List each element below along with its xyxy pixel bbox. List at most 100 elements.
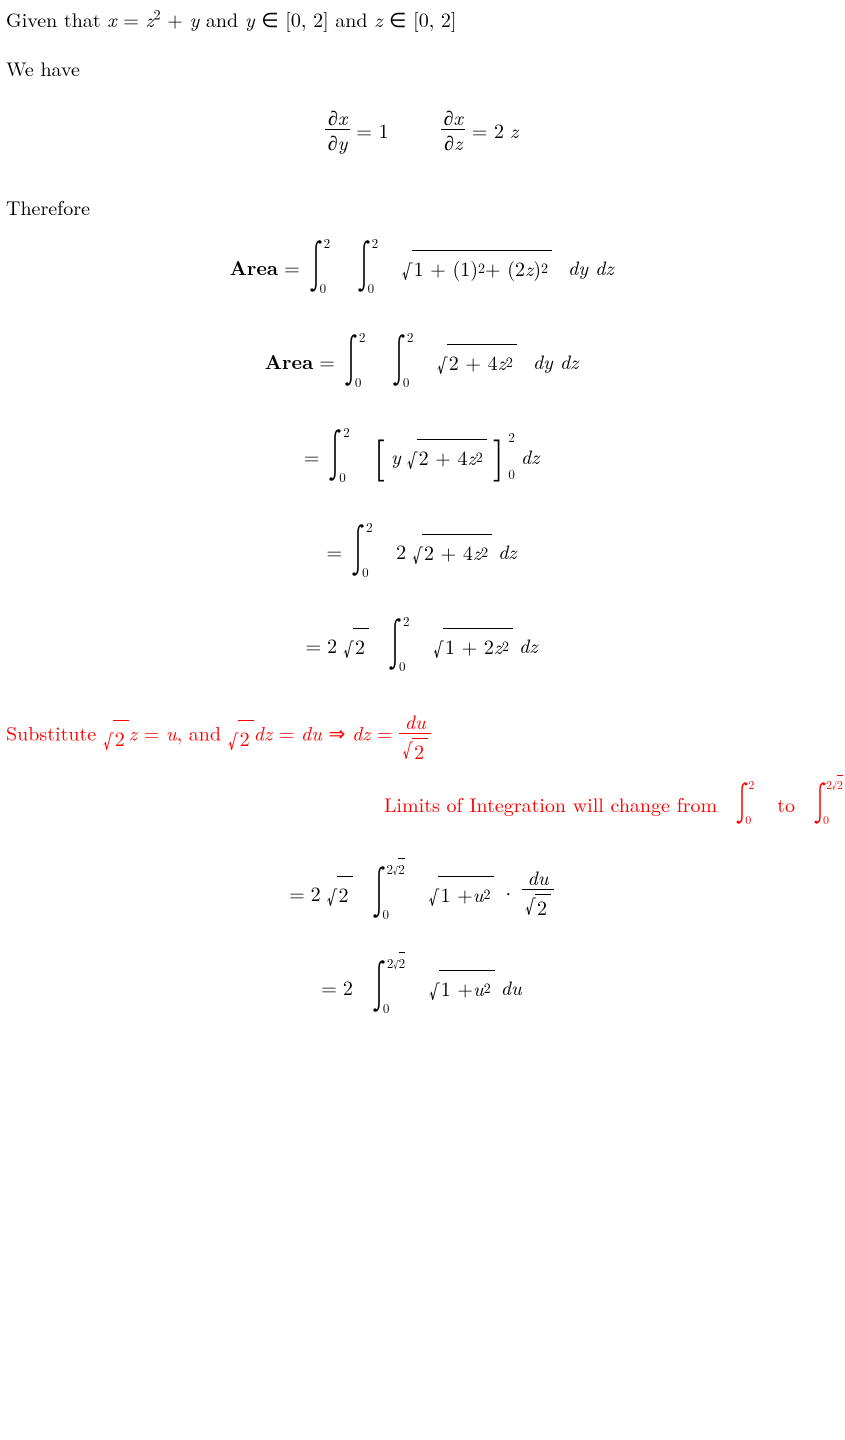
var-y: y (190, 4, 200, 33)
radicand: 2 (837, 775, 843, 793)
sqrt-icon: √ 2 + 4z2 (412, 534, 492, 566)
partial-dx-dz: ∂x ∂z (441, 107, 466, 152)
area-label: Area (230, 252, 279, 281)
var-y: y (391, 441, 401, 470)
dz: dz (498, 536, 516, 565)
var-z: z (498, 347, 506, 376)
var-u: u (473, 973, 484, 1002)
eq-2z-a: = 2 (472, 115, 504, 144)
sqrt-icon: √ 1 + (1)2 + (2z)2 (402, 250, 552, 282)
coef-2: 2 (311, 878, 321, 907)
sqrt-2-icon: √2 (228, 720, 254, 752)
var-x: x (107, 4, 116, 33)
lower-bound: 0 (383, 904, 390, 923)
lower-bound: 0 (399, 656, 406, 675)
sqrt-icon: √ 1 + u2 (429, 970, 495, 1002)
right-bracket-icon: ] (493, 436, 505, 474)
integral-icon: 2 0 (341, 333, 367, 387)
radicand: 2 (339, 879, 349, 908)
sqrt-2-icon: √2 (343, 628, 369, 660)
we-have: We have (6, 53, 837, 82)
area-eq-1: Area = 2 0 2 0 √ 1 + (1)2 + (2z)2 dy (6, 239, 837, 293)
radicand-part: 1 + 2 (445, 631, 494, 660)
eq-sign: = (284, 252, 300, 281)
eq-1: = 1 (356, 115, 388, 144)
upper-bound: 2 (359, 327, 366, 346)
exp-2: 2 (154, 4, 161, 24)
radicand-part: + (2 (485, 253, 525, 282)
lower-bound: 0 (362, 562, 369, 581)
var-z: z (468, 442, 476, 471)
dot-icon: · (500, 878, 516, 907)
area-eq-3: = 2 0 [ y √ 2 + 4z2 ] 2 0 dz (6, 427, 837, 483)
therefore: Therefore (6, 192, 837, 221)
radicand-part: 1 + (441, 973, 473, 1002)
coef-2: 2 (396, 536, 406, 565)
radicand-part: 2 + 4 (449, 347, 498, 376)
upper-bound: 2√2 (387, 859, 405, 878)
var-z: z (525, 253, 533, 282)
du: du (301, 717, 322, 746)
var-y: y (338, 127, 348, 156)
and-1: and (199, 4, 245, 33)
var-z: z (145, 4, 153, 33)
lower-bound: 0 (403, 372, 410, 391)
dz: dz (521, 441, 539, 470)
integral-icon: 2 0 (389, 333, 415, 387)
var-z: z (494, 631, 502, 660)
sqrt-icon: √ 1 + u2 (429, 876, 495, 908)
radicand-part: 2 + 4 (424, 537, 473, 566)
integral-icon: 2 0 (306, 239, 332, 293)
bracket-bounds: 2 0 (508, 427, 515, 483)
eq-sign: = (289, 878, 305, 907)
plus: + (161, 4, 190, 33)
partial-sym: ∂ (444, 127, 454, 156)
radicand-part: ) (533, 253, 541, 282)
partials-eq: ∂x ∂y = 1 ∂x ∂z = 2z (6, 102, 837, 152)
numerator: du (402, 711, 429, 733)
integral-icon: 2 0 (348, 523, 374, 577)
var-z: z (129, 717, 137, 746)
dz: dz (352, 717, 370, 746)
upper-bound: 2 (748, 776, 754, 793)
radicand: 2 (240, 723, 250, 752)
sqrt-2-icon: √2 (402, 738, 428, 761)
radicand: 2 (398, 858, 405, 878)
fraction: du √2 (399, 711, 431, 761)
integral-icon: 2 0 (385, 617, 411, 671)
var-z: z (454, 127, 462, 156)
lower-bound: 0 (383, 998, 390, 1017)
eq-sign: = (370, 717, 399, 746)
left-bracket-icon: [ (373, 436, 385, 474)
sqrt-2-icon: √2 (103, 720, 129, 752)
eq-sign: = (272, 717, 301, 746)
lower-bound: 0 (339, 467, 346, 486)
eq-sign: = (304, 441, 320, 470)
eq-sign: = (137, 717, 166, 746)
area-eq-7: = 2 2√2 0 √ 1 + u2 du (6, 959, 837, 1013)
interval-y: ∈ [0, 2] (255, 4, 329, 33)
upper-bound: 2 (372, 233, 379, 252)
var-z: z (473, 537, 481, 566)
upper-bound: 2 (407, 327, 414, 346)
lower-bound: 0 (320, 278, 327, 297)
lower-bound: 0 (823, 811, 829, 828)
dz: dz (254, 717, 272, 746)
given-prefix: Given that (6, 4, 107, 33)
eq-2z-b: z (510, 115, 518, 144)
integral-icon: 2 0 (325, 428, 351, 482)
partial-dx-dy: ∂x ∂y (325, 107, 351, 152)
upper-bound: 2 (343, 422, 350, 441)
integral-icon: 2√2 0 (811, 781, 833, 825)
area-eq-5: = 2 √2 2 0 √ 1 + 2z2 dz (6, 617, 837, 671)
sqrt-icon: √ 2 + 4z2 (437, 344, 517, 376)
partial-sym: ∂ (328, 127, 338, 156)
var-u: u (166, 717, 177, 746)
eq-sign: = (327, 536, 343, 565)
area-eq-4: = 2 0 2 √ 2 + 4z2 dz (6, 523, 837, 577)
sub-prefix: Substitute (6, 717, 103, 746)
var-y-2: y (245, 4, 255, 33)
eq-sign-1: = (117, 4, 146, 33)
radicand-part: 1 + (440, 879, 472, 908)
radicand: 2 (355, 631, 365, 660)
